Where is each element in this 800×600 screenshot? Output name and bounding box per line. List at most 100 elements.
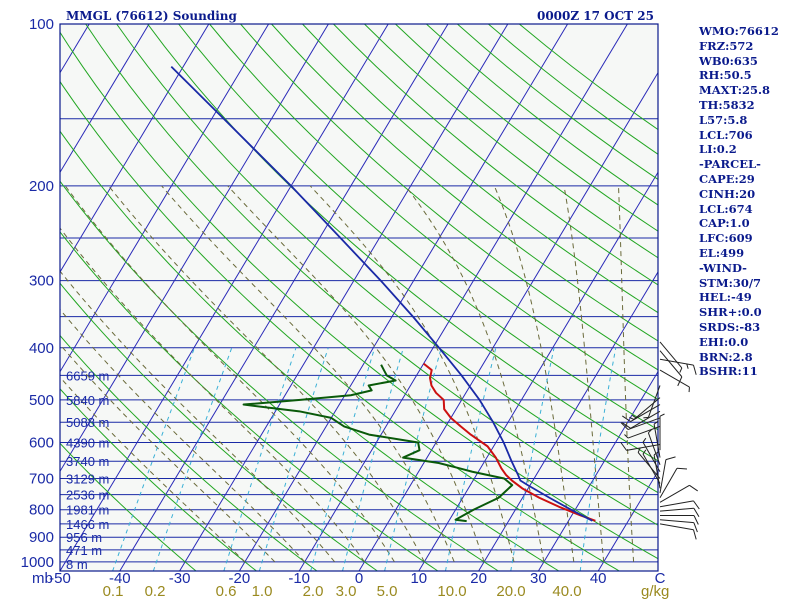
dry-adiabat <box>116 24 658 494</box>
index-item: TH:5832 <box>699 97 755 112</box>
mixing-ratio-tick-label: 0.6 <box>216 583 237 600</box>
indices-panel: WMO:76612 FRZ:572 WB0:635 RH:50.5 MAXT:25.8 T… <box>699 24 799 379</box>
wind-barb-halfflag <box>642 437 647 443</box>
wind-barb <box>659 350 683 387</box>
wind-barb-halfflag <box>659 413 665 417</box>
index-item: SHR+:0.0 <box>699 305 762 320</box>
temperature-tick-label: -40 <box>109 570 131 587</box>
wind-barb <box>622 410 661 429</box>
wind-barb-flag <box>620 422 629 430</box>
index-item: L57:5.8 <box>699 112 748 127</box>
mixing-ratio-tick-label: 3.0 <box>336 583 357 600</box>
wind-barb-flag <box>677 376 683 387</box>
wind-barb-flag <box>676 467 688 470</box>
temperature-tick-label: -20 <box>229 570 251 587</box>
moist-adiabat <box>60 270 335 563</box>
wind-barb <box>659 484 698 503</box>
plot-background <box>60 24 658 571</box>
index-item: SRDS:-83 <box>699 319 761 334</box>
isotherm-line <box>0 24 29 571</box>
moist-adiabat <box>60 376 246 563</box>
mixing-ratio-line <box>152 347 233 571</box>
height-label: 4390 m <box>66 436 109 451</box>
wind-barb-flag <box>693 515 699 525</box>
dry-adiabat <box>60 282 378 571</box>
mixing-ratio-line <box>342 347 404 571</box>
temperature-tick-label: 40 <box>590 570 607 587</box>
index-item: WMO:76612 <box>699 24 779 38</box>
temperature-tick-label: 10 <box>410 570 427 587</box>
mixing-ratio-line <box>444 347 497 571</box>
wind-barbs <box>620 341 700 540</box>
wind-barb <box>637 447 661 479</box>
index-item: CINH:20 <box>699 186 756 201</box>
index-item: WB0:635 <box>699 53 758 68</box>
wind-barb <box>659 519 698 533</box>
index-item: BRN:2.8 <box>699 349 753 364</box>
mixing-ratio-tick-label: 2.0 <box>303 583 324 600</box>
mixing-ratio-line <box>384 347 442 571</box>
height-label: 1466 m <box>66 517 109 532</box>
dry-adiabat <box>60 31 658 560</box>
wind-barb-staff <box>659 459 667 494</box>
height-label: 1981 m <box>66 503 109 518</box>
wind-barb-staff <box>647 432 661 465</box>
wind-barb <box>620 417 661 431</box>
station-title: MMGL (76612) Sounding <box>66 9 238 23</box>
moist-adiabat <box>64 185 395 563</box>
height-label: 3129 m <box>66 472 109 487</box>
height-label: 2536 m <box>66 488 109 503</box>
wind-barb-halfflag <box>653 420 659 425</box>
index-item: -PARCEL- <box>699 157 761 172</box>
temperature-tick-label: -30 <box>169 570 191 587</box>
dry-adiabat <box>60 334 318 571</box>
wind-barb-flag <box>689 484 698 492</box>
wind-barb <box>659 456 676 494</box>
isotherm-line <box>358 71 658 571</box>
wind-barb-halfflag <box>629 416 635 420</box>
pressure-unit-label: mb <box>32 570 53 587</box>
wind-barb <box>620 441 661 451</box>
wind-barb-flag <box>693 507 700 518</box>
temperature-unit-label: C <box>655 570 666 587</box>
wind-barb <box>629 397 661 420</box>
pressure-tick-label: 900 <box>29 529 54 546</box>
wind-barb-halfflag <box>624 434 629 439</box>
isotherm-line <box>60 24 329 473</box>
wind-barb-flag <box>693 529 697 540</box>
wind-barb-staff <box>637 452 661 479</box>
mixing-ratio-tick-label: 0.2 <box>145 583 166 600</box>
dry-adiabat <box>240 24 658 371</box>
pressure-tick-label: 1000 <box>21 554 54 571</box>
moist-adiabat <box>161 185 455 563</box>
moist-adiabat <box>493 185 575 562</box>
wind-barb <box>660 514 699 525</box>
temperature-tick-label: -50 <box>49 570 71 587</box>
wind-barb-staff <box>627 425 661 439</box>
parcel-trace <box>170 65 593 522</box>
index-item: STM:30/7 <box>699 275 762 290</box>
dry-adiabat <box>302 24 658 314</box>
temperature-tick-label: 0 <box>355 570 363 587</box>
index-item: RH:50.5 <box>699 68 752 83</box>
mixing-ratio-tick-label: 20.0 <box>496 583 525 600</box>
wind-barb <box>624 425 661 439</box>
isotherm-line <box>60 24 270 373</box>
wind-barb-staff <box>659 341 683 369</box>
wind-barb-staff <box>653 424 661 458</box>
wind-barb-staff <box>626 443 661 451</box>
wind-barb-halfflag <box>637 447 641 453</box>
index-item: HEL:-49 <box>699 290 752 305</box>
dry-adiabat <box>60 231 439 571</box>
isotherm-line <box>537 370 658 571</box>
temperature-tick-label: 20 <box>470 570 487 587</box>
wind-barb-staff <box>659 500 694 508</box>
height-label: 956 m <box>66 530 102 545</box>
index-item: LCL:674 <box>699 201 753 216</box>
height-label: 8 m <box>66 557 88 572</box>
pressure-tick-label: 200 <box>29 178 54 195</box>
wind-barb <box>659 507 700 518</box>
temperature-trace <box>423 362 596 522</box>
isotherm-line <box>238 24 569 571</box>
temperature-tick-label: 30 <box>530 570 547 587</box>
